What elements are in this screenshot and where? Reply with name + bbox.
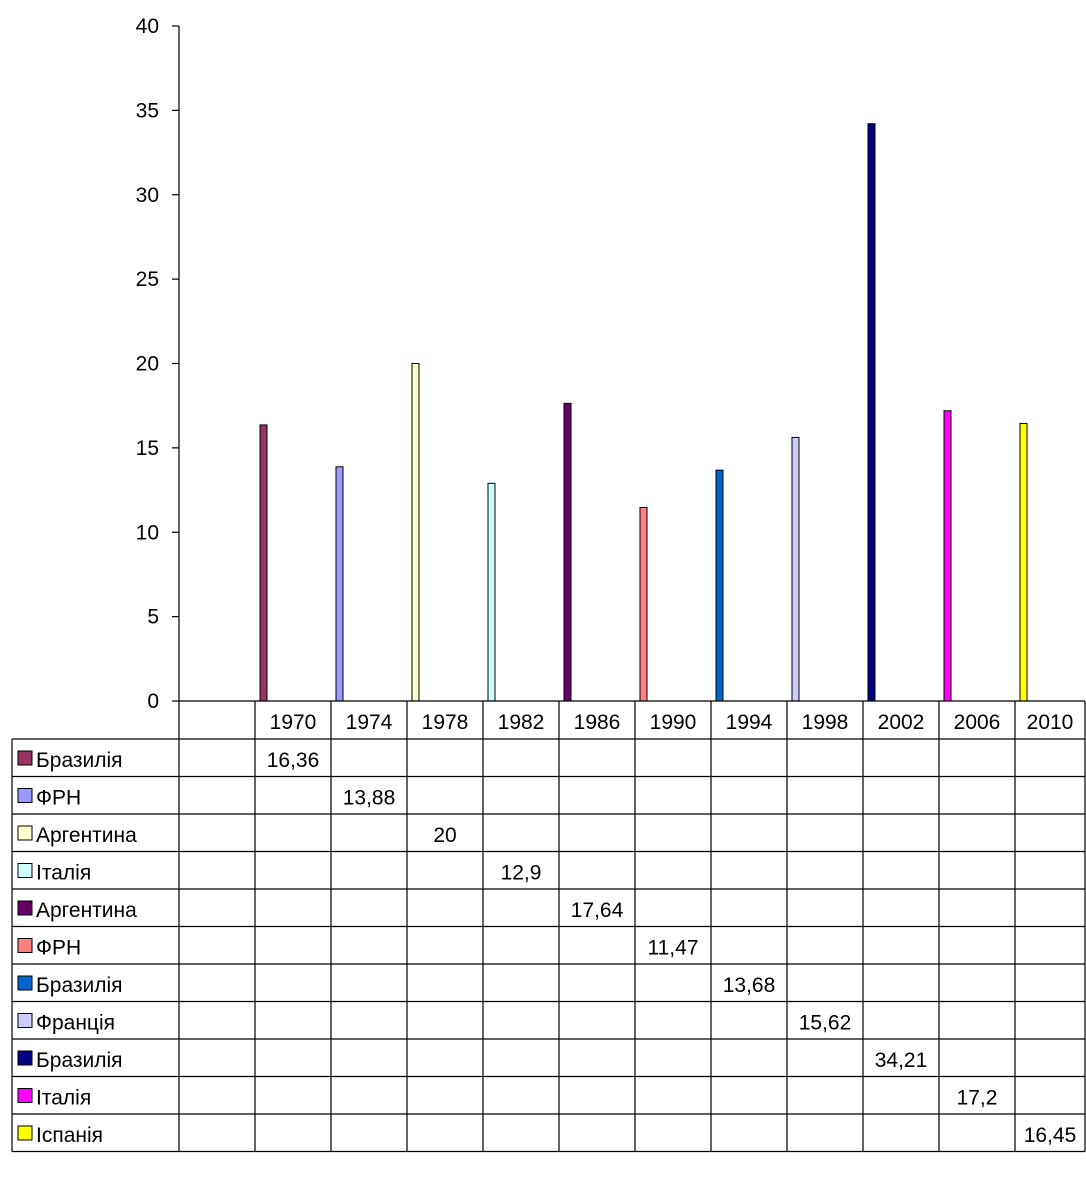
legend-swatch	[17, 938, 33, 953]
x-category-label: 2010	[1027, 711, 1074, 734]
bar	[639, 506, 648, 702]
legend-swatch	[17, 1088, 33, 1103]
x-category-label: 2002	[878, 711, 925, 734]
bar	[563, 402, 572, 702]
y-tick-label: 30	[136, 184, 159, 207]
legend-swatch	[17, 825, 33, 841]
y-tick-label: 20	[136, 353, 159, 376]
data-label: 20	[433, 824, 456, 847]
series-name: Італія	[36, 1087, 91, 1110]
bar	[791, 436, 800, 702]
legend-swatch	[17, 788, 33, 803]
legend-swatch	[17, 1050, 33, 1066]
x-category-label: 1994	[726, 711, 773, 734]
x-category-label: 1970	[270, 711, 317, 734]
legend-swatch	[17, 750, 33, 766]
series-name: Бразилія	[36, 749, 123, 772]
bar	[943, 410, 952, 702]
series-name: Бразилія	[36, 1049, 123, 1072]
series-name: Франція	[36, 1012, 115, 1035]
series-name: Аргентина	[36, 899, 137, 922]
data-label: 13,68	[723, 974, 776, 997]
x-category-label: 1974	[346, 711, 393, 734]
data-label: 15,62	[799, 1012, 852, 1035]
y-axis: 0 5 10 15 20 25 30 35 40	[136, 15, 180, 713]
data-label: 34,21	[875, 1049, 928, 1072]
x-category-label: 1978	[422, 711, 469, 734]
bar	[259, 424, 268, 702]
y-tick-label: 10	[136, 521, 159, 544]
bar	[335, 466, 344, 702]
data-label: 13,88	[343, 787, 396, 810]
series-name: Аргентина	[36, 824, 137, 847]
series-name: Італія	[36, 862, 91, 885]
bar	[715, 469, 724, 702]
y-tick-label: 0	[147, 690, 159, 713]
bar	[867, 123, 876, 702]
bars	[259, 123, 1028, 702]
series-name: ФРН	[36, 787, 81, 810]
series-name: ФРН	[36, 937, 81, 960]
legend-swatch	[17, 1125, 33, 1141]
data-label: 16,36	[267, 749, 320, 772]
data-table: 1970 1974 1978 1982 1986 1990 1994 1998 2002 2006…	[11, 700, 1086, 1153]
data-label: 17,2	[957, 1087, 998, 1110]
legend-swatch	[17, 1013, 33, 1028]
legend-swatch	[17, 863, 33, 878]
y-tick-label: 15	[136, 437, 159, 460]
bar	[487, 482, 496, 702]
x-category-label: 2006	[954, 711, 1001, 734]
legend-swatch	[17, 900, 33, 916]
data-label: 11,47	[648, 937, 699, 960]
bar	[1019, 422, 1028, 702]
y-tick-label: 25	[136, 268, 159, 291]
y-tick-label: 35	[136, 99, 159, 122]
y-tick-label: 40	[136, 15, 159, 38]
x-category-label: 1998	[802, 711, 849, 734]
series-name: Іспанія	[36, 1124, 103, 1147]
data-label: 17,64	[571, 899, 624, 922]
x-category-label: 1982	[498, 711, 545, 734]
data-label: 16,45	[1024, 1124, 1077, 1147]
x-category-label: 1990	[650, 711, 697, 734]
legend-swatch	[17, 975, 33, 991]
bar	[411, 363, 420, 702]
data-label: 12,9	[501, 862, 542, 885]
series-name: Бразилія	[36, 974, 123, 997]
x-category-label: 1986	[574, 711, 621, 734]
y-tick-label: 5	[147, 606, 159, 629]
